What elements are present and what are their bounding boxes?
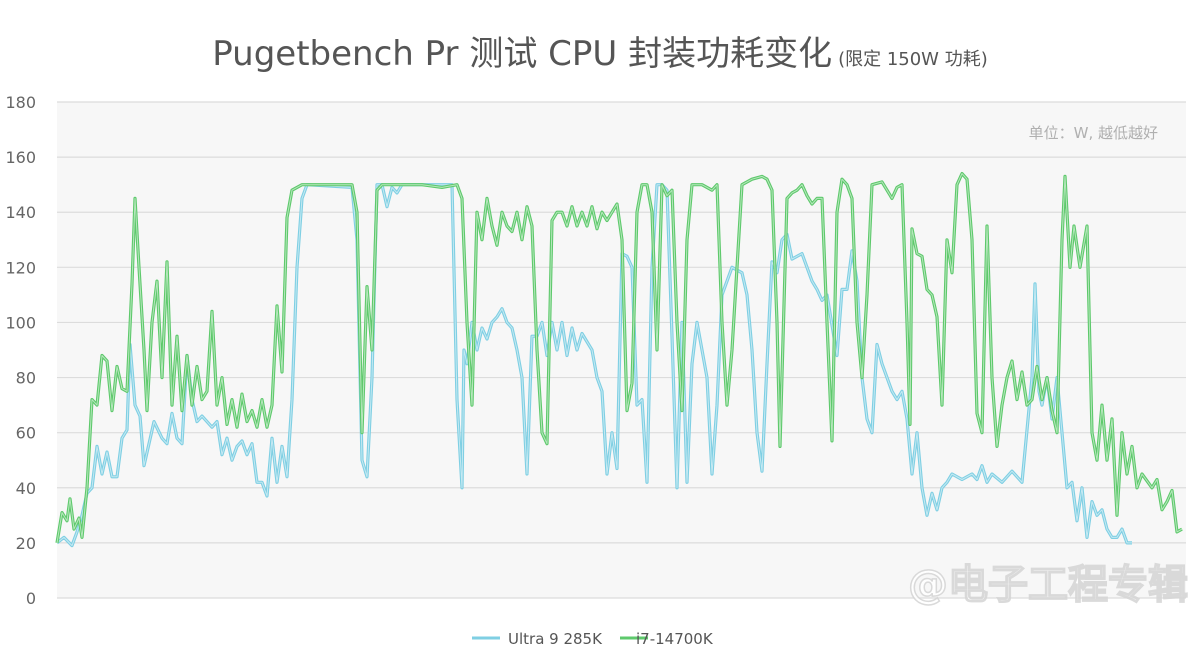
legend: Ultra 9 285K i7-14700K: [472, 630, 714, 648]
y-tick-label: 120: [5, 258, 36, 277]
watermark: @电子工程专辑: [908, 562, 1188, 608]
series-line-highlight-0: [56, 184, 1132, 547]
y-axis-ticks: 0 20 40 60 80 100 120 140 160 180: [5, 93, 36, 608]
chart-title-main: Pugetbench Pr 测试 CPU 封装功耗变化: [212, 34, 833, 74]
chart-title: Pugetbench Pr 测试 CPU 封装功耗变化 (限定 150W 功耗): [0, 26, 1200, 75]
legend-label: i7-14700K: [636, 630, 714, 648]
y-tick-label: 80: [16, 369, 36, 388]
y-tick-label: 60: [16, 424, 36, 443]
legend-label: Ultra 9 285K: [508, 630, 603, 648]
y-tick-label: 20: [16, 534, 36, 553]
y-tick-label: 0: [26, 589, 36, 608]
y-tick-label: 160: [5, 148, 36, 167]
y-tick-label: 100: [5, 313, 36, 332]
y-tick-label: 40: [16, 479, 36, 498]
plot-background: [57, 102, 1186, 598]
unit-annotation: 单位：W, 越低越好: [1029, 124, 1158, 142]
y-tick-label: 180: [5, 93, 36, 112]
legend-item[interactable]: i7-14700K: [620, 630, 714, 648]
y-tick-label: 140: [5, 203, 36, 222]
series-lines: [55, 172, 1183, 548]
series-line-highlight-1: [56, 173, 1183, 543]
legend-item[interactable]: Ultra 9 285K: [472, 630, 603, 648]
chart-subtitle: (限定 150W 功耗): [838, 49, 988, 70]
